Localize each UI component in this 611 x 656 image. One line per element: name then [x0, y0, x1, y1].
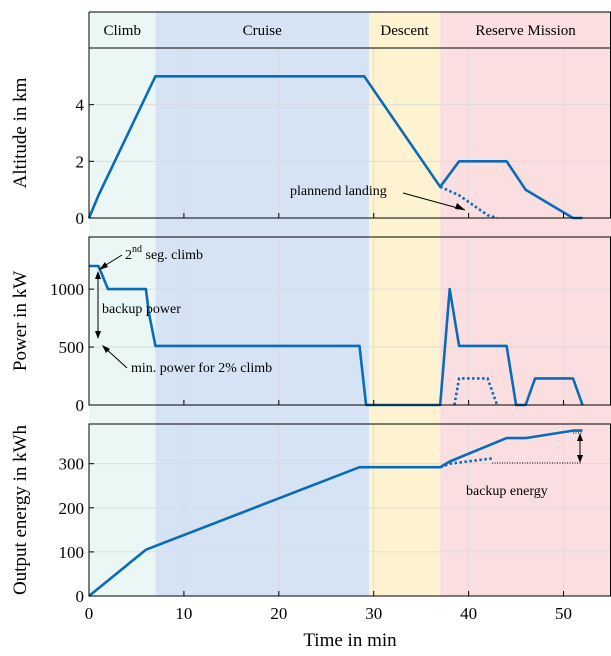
second-segment-climb-annotation: 2nd seg. climb [125, 244, 203, 263]
planned-landing-arrow [402, 192, 466, 211]
power-ytick-label-0: 0 [76, 396, 85, 415]
xtick-label-3: 30 [365, 604, 382, 623]
second-segment-climb-arrowhead [99, 262, 108, 270]
xtick-label-1: 10 [175, 604, 192, 623]
altitude-ytick-label-0: 0 [76, 209, 85, 228]
min-power-arrowhead [102, 345, 110, 353]
power-ylabel: Power in kW [10, 271, 31, 371]
energy-ytick-label-3: 300 [59, 455, 85, 474]
backup-power-arrowhead-bottom [95, 331, 101, 339]
planned-landing-arrowhead [455, 203, 465, 210]
xtick-label-5: 50 [555, 604, 572, 623]
xtick-label-4: 40 [460, 604, 477, 623]
energy-ytick-label-2: 200 [59, 499, 85, 518]
x-axis-label: Time in min [303, 630, 397, 651]
min-power-annotation: min. power for 2% climb [131, 361, 272, 376]
backup-energy-arrowhead-top [577, 433, 583, 441]
second-segment-climb-number: 2 [125, 248, 132, 263]
energy-ytick-label-0: 0 [76, 587, 85, 606]
phase-band-3 [440, 12, 611, 596]
series-layer [87, 75, 584, 598]
altitude-ytick-label-1: 2 [76, 152, 85, 171]
backup-power-annotation: backup power [102, 302, 181, 317]
power-ytick-label-2: 1000 [50, 280, 84, 299]
altitude-ytick-label-2: 4 [76, 96, 85, 115]
second-segment-climb-rest: seg. climb [142, 248, 203, 263]
altitude-series-solid-0 [87, 75, 583, 220]
backup-power-arrowhead-top [95, 271, 101, 279]
xtick-label-0: 0 [85, 604, 94, 623]
backup-energy-annotation: backup energy [466, 484, 548, 499]
phase-band-1 [155, 12, 369, 596]
power-ytick-label-1: 500 [59, 338, 85, 357]
phase-label-3: Reserve Mission [475, 23, 576, 39]
altitude-series-dotted-1 [439, 185, 498, 220]
energy-series-solid-0 [88, 429, 583, 598]
backup-energy-arrowhead-bottom [577, 455, 583, 463]
second-segment-climb-sup: nd [132, 244, 142, 255]
phase-band-0 [89, 12, 156, 596]
phase-label-0: Climb [103, 23, 141, 39]
phase-label-1: Cruise [243, 23, 283, 39]
phase-band-2 [368, 12, 441, 596]
xtick-label-2: 20 [270, 604, 287, 623]
phase-label-2: Descent [380, 23, 429, 39]
annotations: plannend landing 2nd seg. climb backup p… [95, 184, 583, 499]
energy-ytick-label-1: 100 [59, 543, 85, 562]
energy-series-dotted-1 [439, 457, 493, 469]
energy-ylabel: Output energy in kWh [10, 424, 31, 595]
power-series-dotted-1 [453, 377, 499, 406]
planned-landing-annotation: plannend landing [290, 184, 387, 199]
altitude-ylabel: Altitude in km [10, 77, 31, 188]
